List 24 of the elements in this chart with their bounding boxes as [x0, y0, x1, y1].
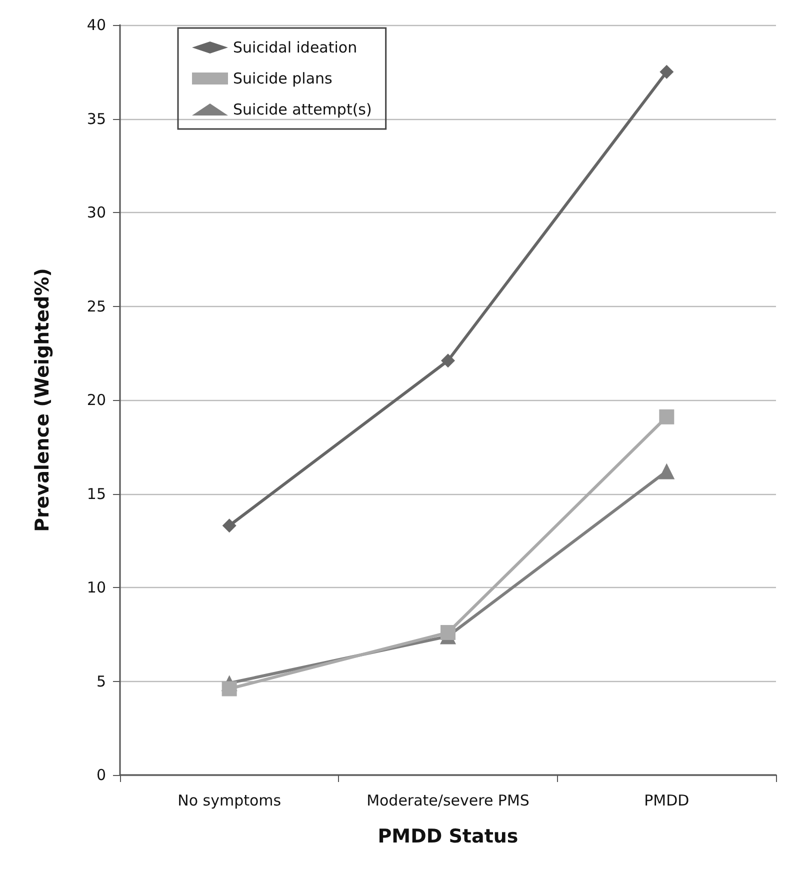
point	[440, 625, 456, 640]
y-tick-label: 30	[86, 204, 106, 222]
legend-label: Suicidal ideation	[233, 38, 358, 56]
y-tick-label: 20	[86, 391, 106, 409]
point	[660, 64, 674, 79]
x-tick-label: PMDD	[644, 792, 690, 810]
legend-label: Suicide plans	[233, 70, 333, 88]
legend-label: Suicide attempt(s)	[233, 100, 372, 118]
y-tick-label: 10	[86, 578, 106, 596]
x-axis-title: PMDD Status	[378, 826, 518, 848]
y-tick-label: 25	[86, 297, 106, 316]
y-tick-label: 0	[96, 766, 106, 784]
y-axis-title: Prevalence (Weighted%)	[32, 268, 54, 532]
y-tick-label: 35	[86, 110, 106, 128]
y-tick-label: 5	[96, 672, 106, 690]
point	[659, 409, 674, 424]
point	[658, 463, 675, 480]
y-tick-label: 15	[86, 484, 106, 503]
y-tick-label: 40	[86, 16, 106, 34]
point	[222, 681, 237, 696]
x-tick-label: Moderate/severe PMS	[366, 792, 530, 810]
point	[222, 518, 236, 533]
x-tick-label: No symptoms	[178, 792, 282, 810]
point	[441, 354, 455, 368]
